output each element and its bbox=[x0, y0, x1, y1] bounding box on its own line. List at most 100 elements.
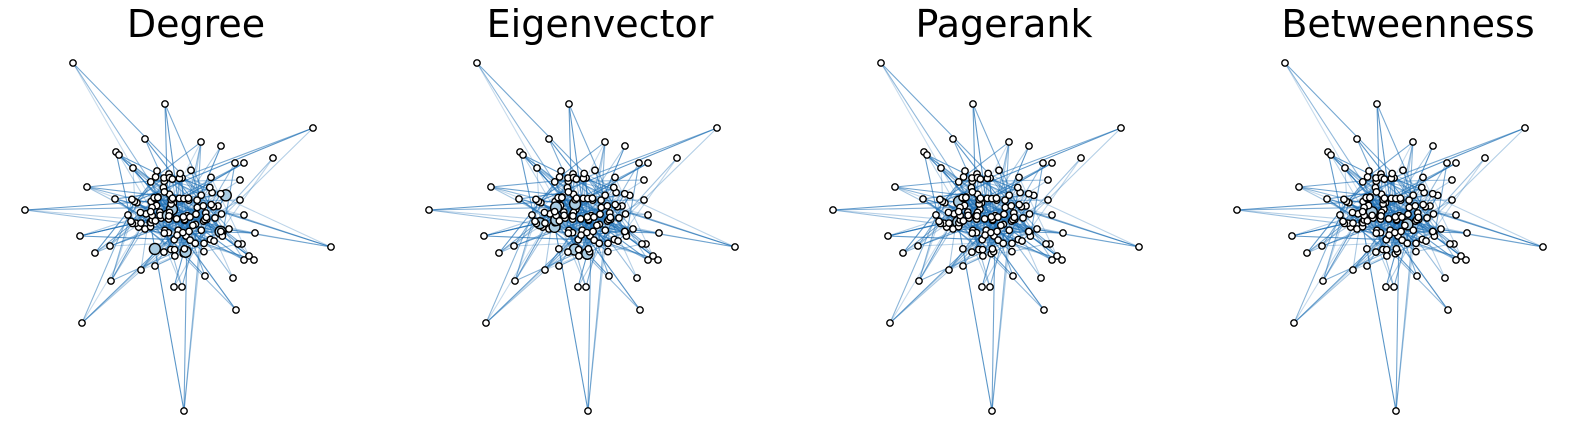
graph-node bbox=[160, 248, 168, 256]
graph-node bbox=[915, 277, 923, 285]
graph-node bbox=[1396, 194, 1405, 203]
graph-node bbox=[1025, 142, 1033, 150]
graph-edge bbox=[110, 230, 222, 282]
graph-node bbox=[236, 196, 244, 204]
graph-node bbox=[609, 183, 618, 192]
graph-node bbox=[574, 245, 583, 254]
graph-node bbox=[1446, 240, 1454, 248]
graph-node bbox=[76, 232, 84, 240]
graph-node bbox=[207, 173, 215, 182]
graph-edge bbox=[1393, 205, 1416, 288]
graph-edge bbox=[1344, 167, 1349, 224]
graph-node bbox=[1318, 242, 1326, 250]
graph-node bbox=[640, 176, 648, 184]
graph-node bbox=[1411, 202, 1420, 210]
graph-node bbox=[1001, 196, 1010, 205]
graph-node bbox=[1414, 213, 1423, 222]
nodes-group bbox=[1233, 59, 1547, 415]
graph-node bbox=[106, 242, 114, 250]
graph-node bbox=[515, 195, 523, 203]
graph-node bbox=[1281, 59, 1289, 67]
graph-node bbox=[236, 176, 244, 184]
graph-edge bbox=[1367, 141, 1414, 178]
graph-node bbox=[968, 229, 977, 238]
graph-node bbox=[1448, 176, 1456, 184]
graph-node bbox=[83, 183, 91, 191]
graph-node bbox=[655, 229, 663, 237]
graph-node bbox=[987, 213, 996, 221]
graph-node bbox=[480, 232, 488, 240]
graph-node bbox=[1290, 319, 1298, 327]
graph-node bbox=[232, 306, 240, 314]
graph-node bbox=[555, 262, 563, 270]
graph-node bbox=[245, 252, 253, 260]
graph-node bbox=[1463, 229, 1471, 237]
graph-edge bbox=[917, 176, 965, 247]
graph-node bbox=[115, 151, 123, 159]
graph-node bbox=[949, 135, 957, 143]
graph-node bbox=[959, 173, 968, 181]
graph-node bbox=[187, 166, 195, 175]
graph-node bbox=[178, 283, 186, 291]
graph-edge bbox=[981, 253, 992, 288]
graph-node bbox=[995, 166, 1003, 175]
graph-node bbox=[886, 319, 894, 327]
graph-node bbox=[1044, 176, 1052, 184]
graph-node bbox=[127, 217, 135, 226]
graph-node bbox=[550, 178, 559, 186]
graph-node bbox=[1429, 210, 1438, 218]
graph-node bbox=[148, 242, 162, 256]
graph-node bbox=[250, 256, 258, 264]
graph-edge bbox=[889, 201, 943, 324]
graph-node bbox=[914, 242, 922, 250]
graph-edge bbox=[573, 177, 618, 208]
graph-node bbox=[172, 215, 181, 223]
graph-node bbox=[1419, 173, 1427, 182]
graph-edge bbox=[190, 170, 204, 207]
graph-node bbox=[1059, 229, 1067, 237]
graph-edge bbox=[1306, 222, 1354, 254]
graph-edge bbox=[1363, 162, 1457, 216]
graph-node bbox=[1362, 245, 1371, 253]
graph-node bbox=[572, 175, 581, 184]
graph-edge bbox=[169, 177, 214, 208]
graph-node bbox=[595, 239, 604, 248]
graph-edge bbox=[485, 201, 539, 324]
graph-node bbox=[191, 239, 200, 248]
graph-edge bbox=[583, 173, 626, 232]
graph-edge bbox=[1346, 177, 1377, 202]
graph-node bbox=[1423, 214, 1431, 222]
graph-edge bbox=[585, 205, 608, 288]
graph-node bbox=[988, 407, 996, 415]
graph-node bbox=[1024, 189, 1033, 198]
graph-node bbox=[128, 195, 136, 204]
graph-node bbox=[1015, 200, 1024, 209]
graph-node bbox=[978, 252, 987, 260]
graph-edge bbox=[1391, 173, 1442, 230]
graph-node bbox=[603, 202, 612, 210]
graph-node bbox=[197, 138, 205, 146]
graph-node bbox=[186, 213, 194, 222]
graph-node bbox=[621, 142, 629, 150]
graph-node bbox=[976, 175, 985, 184]
graph-edge bbox=[1391, 173, 1434, 232]
graph-node bbox=[1429, 142, 1437, 150]
graph-node bbox=[1404, 210, 1412, 219]
graph-edge bbox=[1011, 243, 1047, 253]
graph-node bbox=[170, 245, 179, 254]
graph-node bbox=[184, 194, 193, 203]
graph-edge bbox=[151, 178, 173, 221]
graph-node bbox=[577, 231, 586, 240]
graph-node bbox=[1018, 237, 1026, 245]
graph-edge bbox=[155, 141, 202, 178]
graph-node bbox=[1363, 216, 1372, 225]
graph-edge bbox=[183, 179, 241, 218]
graph-node bbox=[201, 272, 209, 280]
graph-node bbox=[1372, 229, 1381, 238]
graph-node bbox=[1377, 212, 1385, 220]
network-graph-degree bbox=[21, 59, 335, 415]
graph-node bbox=[968, 188, 977, 196]
graph-node bbox=[621, 210, 630, 218]
graph-edge bbox=[536, 167, 541, 224]
graph-node bbox=[151, 216, 160, 225]
